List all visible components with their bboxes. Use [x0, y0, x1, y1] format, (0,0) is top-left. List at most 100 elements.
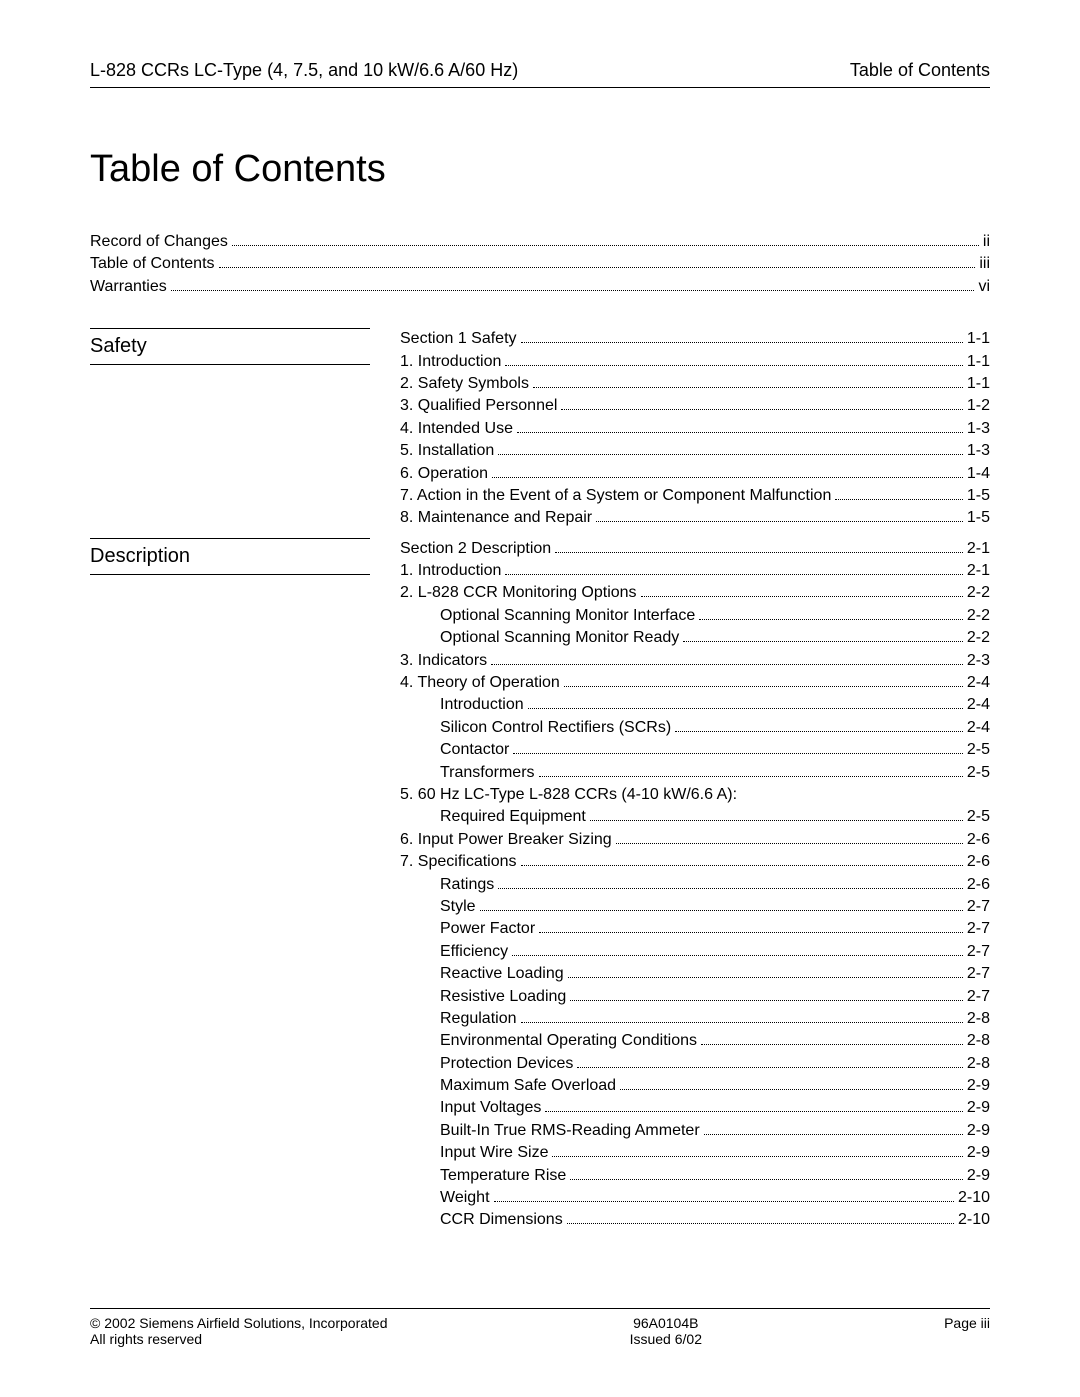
- toc-page: 1-1: [967, 373, 990, 395]
- section-title: Safety: [90, 328, 370, 365]
- toc-entry: 6. Input Power Breaker Sizing2-6: [400, 829, 990, 851]
- section-heading-column: Safety: [90, 328, 400, 530]
- toc-leader-dots: [533, 387, 963, 388]
- toc-section: SafetySection 1 Safety1-11. Introduction…: [90, 328, 990, 530]
- toc-label: 1. Introduction: [400, 560, 501, 582]
- toc-page: 2-5: [967, 762, 990, 784]
- footer-left: © 2002 Siemens Airfield Solutions, Incor…: [90, 1315, 388, 1347]
- toc-label: Reactive Loading: [440, 963, 564, 985]
- toc-label: Transformers: [440, 762, 535, 784]
- toc-label: Table of Contents: [90, 253, 215, 275]
- toc-entry: 3. Indicators2-3: [400, 650, 990, 672]
- toc-label: Required Equipment: [440, 806, 586, 828]
- toc-page: 2-8: [967, 1030, 990, 1052]
- toc-entry: Introduction2-4: [400, 694, 990, 716]
- doc-number: 96A0104B: [630, 1315, 702, 1331]
- toc-label: 3. Qualified Personnel: [400, 395, 557, 417]
- toc-page: 2-7: [967, 986, 990, 1008]
- toc-leader-dots: [528, 708, 963, 709]
- toc-label: 2. L-828 CCR Monitoring Options: [400, 582, 637, 604]
- toc-leader-dots: [675, 731, 963, 732]
- rights-reserved: All rights reserved: [90, 1331, 388, 1347]
- toc-leader-dots: [505, 574, 962, 575]
- toc-page: 2-9: [967, 1142, 990, 1164]
- toc-page: 2-6: [967, 874, 990, 896]
- toc-leader-dots: [590, 820, 963, 821]
- toc-entry: Power Factor2-7: [400, 918, 990, 940]
- toc-page: 2-8: [967, 1008, 990, 1030]
- toc-entry: 2. L-828 CCR Monitoring Options2-2: [400, 582, 990, 604]
- toc-entry: Section 2 Description 2-1: [400, 538, 990, 560]
- section-entries: Section 2 Description2-11. Introduction2…: [400, 538, 990, 1232]
- toc-leader-dots: [704, 1134, 963, 1135]
- toc-label: CCR Dimensions: [440, 1209, 563, 1231]
- toc-label: Warranties: [90, 276, 167, 298]
- toc-leader-dots: [699, 619, 963, 620]
- toc-entry: 8. Maintenance and Repair1-5: [400, 507, 990, 529]
- toc-entry: CCR Dimensions2-10: [400, 1209, 990, 1231]
- page-title: Table of Contents: [90, 148, 990, 191]
- toc-page: 2-9: [967, 1075, 990, 1097]
- toc-page: vi: [978, 276, 990, 298]
- toc-label: 7. Action in the Event of a System or Co…: [400, 485, 831, 507]
- toc-label: Built-In True RMS-Reading Ammeter: [440, 1120, 700, 1142]
- toc-leader-dots: [498, 888, 963, 889]
- section-entries: Section 1 Safety1-11. Introduction1-12. …: [400, 328, 990, 530]
- toc-label: 8. Maintenance and Repair: [400, 507, 592, 529]
- toc-entry: 2. Safety Symbols1-1: [400, 373, 990, 395]
- toc-leader-dots: [683, 641, 963, 642]
- toc-leader-dots: [570, 1000, 963, 1001]
- toc-page: 2-6: [967, 829, 990, 851]
- toc-leader-dots: [219, 267, 976, 268]
- toc-label: 5. Installation: [400, 440, 494, 462]
- toc-page: 2-7: [967, 918, 990, 940]
- header-left: L-828 CCRs LC-Type (4, 7.5, and 10 kW/6.…: [90, 60, 518, 81]
- toc-entry: Ratings2-6: [400, 874, 990, 896]
- header-right: Table of Contents: [850, 60, 990, 81]
- toc-label: Introduction: [440, 694, 524, 716]
- toc-section: Description Section 2 Description 2-1 1. In…: [90, 538, 990, 1232]
- section-title: Description: [90, 538, 370, 575]
- toc-entry: Warranties vi: [90, 276, 990, 298]
- toc-leader-dots: [521, 1022, 963, 1023]
- toc-label: Silicon Control Rectifiers (SCRs): [440, 717, 671, 739]
- toc-entry: Environmental Operating Conditions 2-8: [400, 1030, 990, 1052]
- toc-entry: Optional Scanning Monitor Ready2-2: [400, 627, 990, 649]
- toc-entry: Built-In True RMS-Reading Ammeter 2-9: [400, 1120, 990, 1142]
- toc-entry: Reactive Loading 2-7: [400, 963, 990, 985]
- toc-entry: Input Wire Size2-9: [400, 1142, 990, 1164]
- toc-leader-dots: [570, 1179, 963, 1180]
- toc-sections: SafetySection 1 Safety1-11. Introduction…: [90, 328, 990, 1232]
- toc-leader-dots: [641, 596, 963, 597]
- toc-leader-dots: [232, 245, 979, 246]
- toc-page: 2-6: [967, 851, 990, 873]
- toc-entry: 5. Installation1-3: [400, 440, 990, 462]
- toc-entry: Silicon Control Rectifiers (SCRs)2-4: [400, 717, 990, 739]
- toc-page: 2-7: [967, 963, 990, 985]
- toc-leader-dots: [494, 1201, 954, 1202]
- toc-leader-dots: [568, 977, 963, 978]
- toc-page: 2-7: [967, 896, 990, 918]
- toc-page: 2-9: [967, 1120, 990, 1142]
- toc-leader-dots: [513, 753, 963, 754]
- toc-label: Regulation: [440, 1008, 517, 1030]
- toc-page: 2-1: [967, 538, 990, 560]
- toc-page: 2-9: [967, 1165, 990, 1187]
- toc-label: Environmental Operating Conditions: [440, 1030, 697, 1052]
- toc-leader-dots: [596, 521, 963, 522]
- toc-page: 2-3: [967, 650, 990, 672]
- toc-label: Temperature Rise: [440, 1165, 566, 1187]
- toc-label: Maximum Safe Overload: [440, 1075, 616, 1097]
- toc-entry: Required Equipment2-5: [400, 806, 990, 828]
- toc-entry: 7. Specifications2-6: [400, 851, 990, 873]
- toc-leader-dots: [545, 1111, 962, 1112]
- toc-label: Record of Changes: [90, 231, 228, 253]
- toc-label: Resistive Loading: [440, 986, 566, 1008]
- toc-label: Section 2 Description: [400, 538, 551, 560]
- toc-label: 1. Introduction: [400, 351, 501, 373]
- page-number: Page iii: [944, 1315, 990, 1331]
- toc-page: 1-3: [967, 418, 990, 440]
- toc-entry: Optional Scanning Monitor Interface2-2: [400, 605, 990, 627]
- toc-label: 4. Theory of Operation: [400, 672, 560, 694]
- issued-date: Issued 6/02: [630, 1331, 702, 1347]
